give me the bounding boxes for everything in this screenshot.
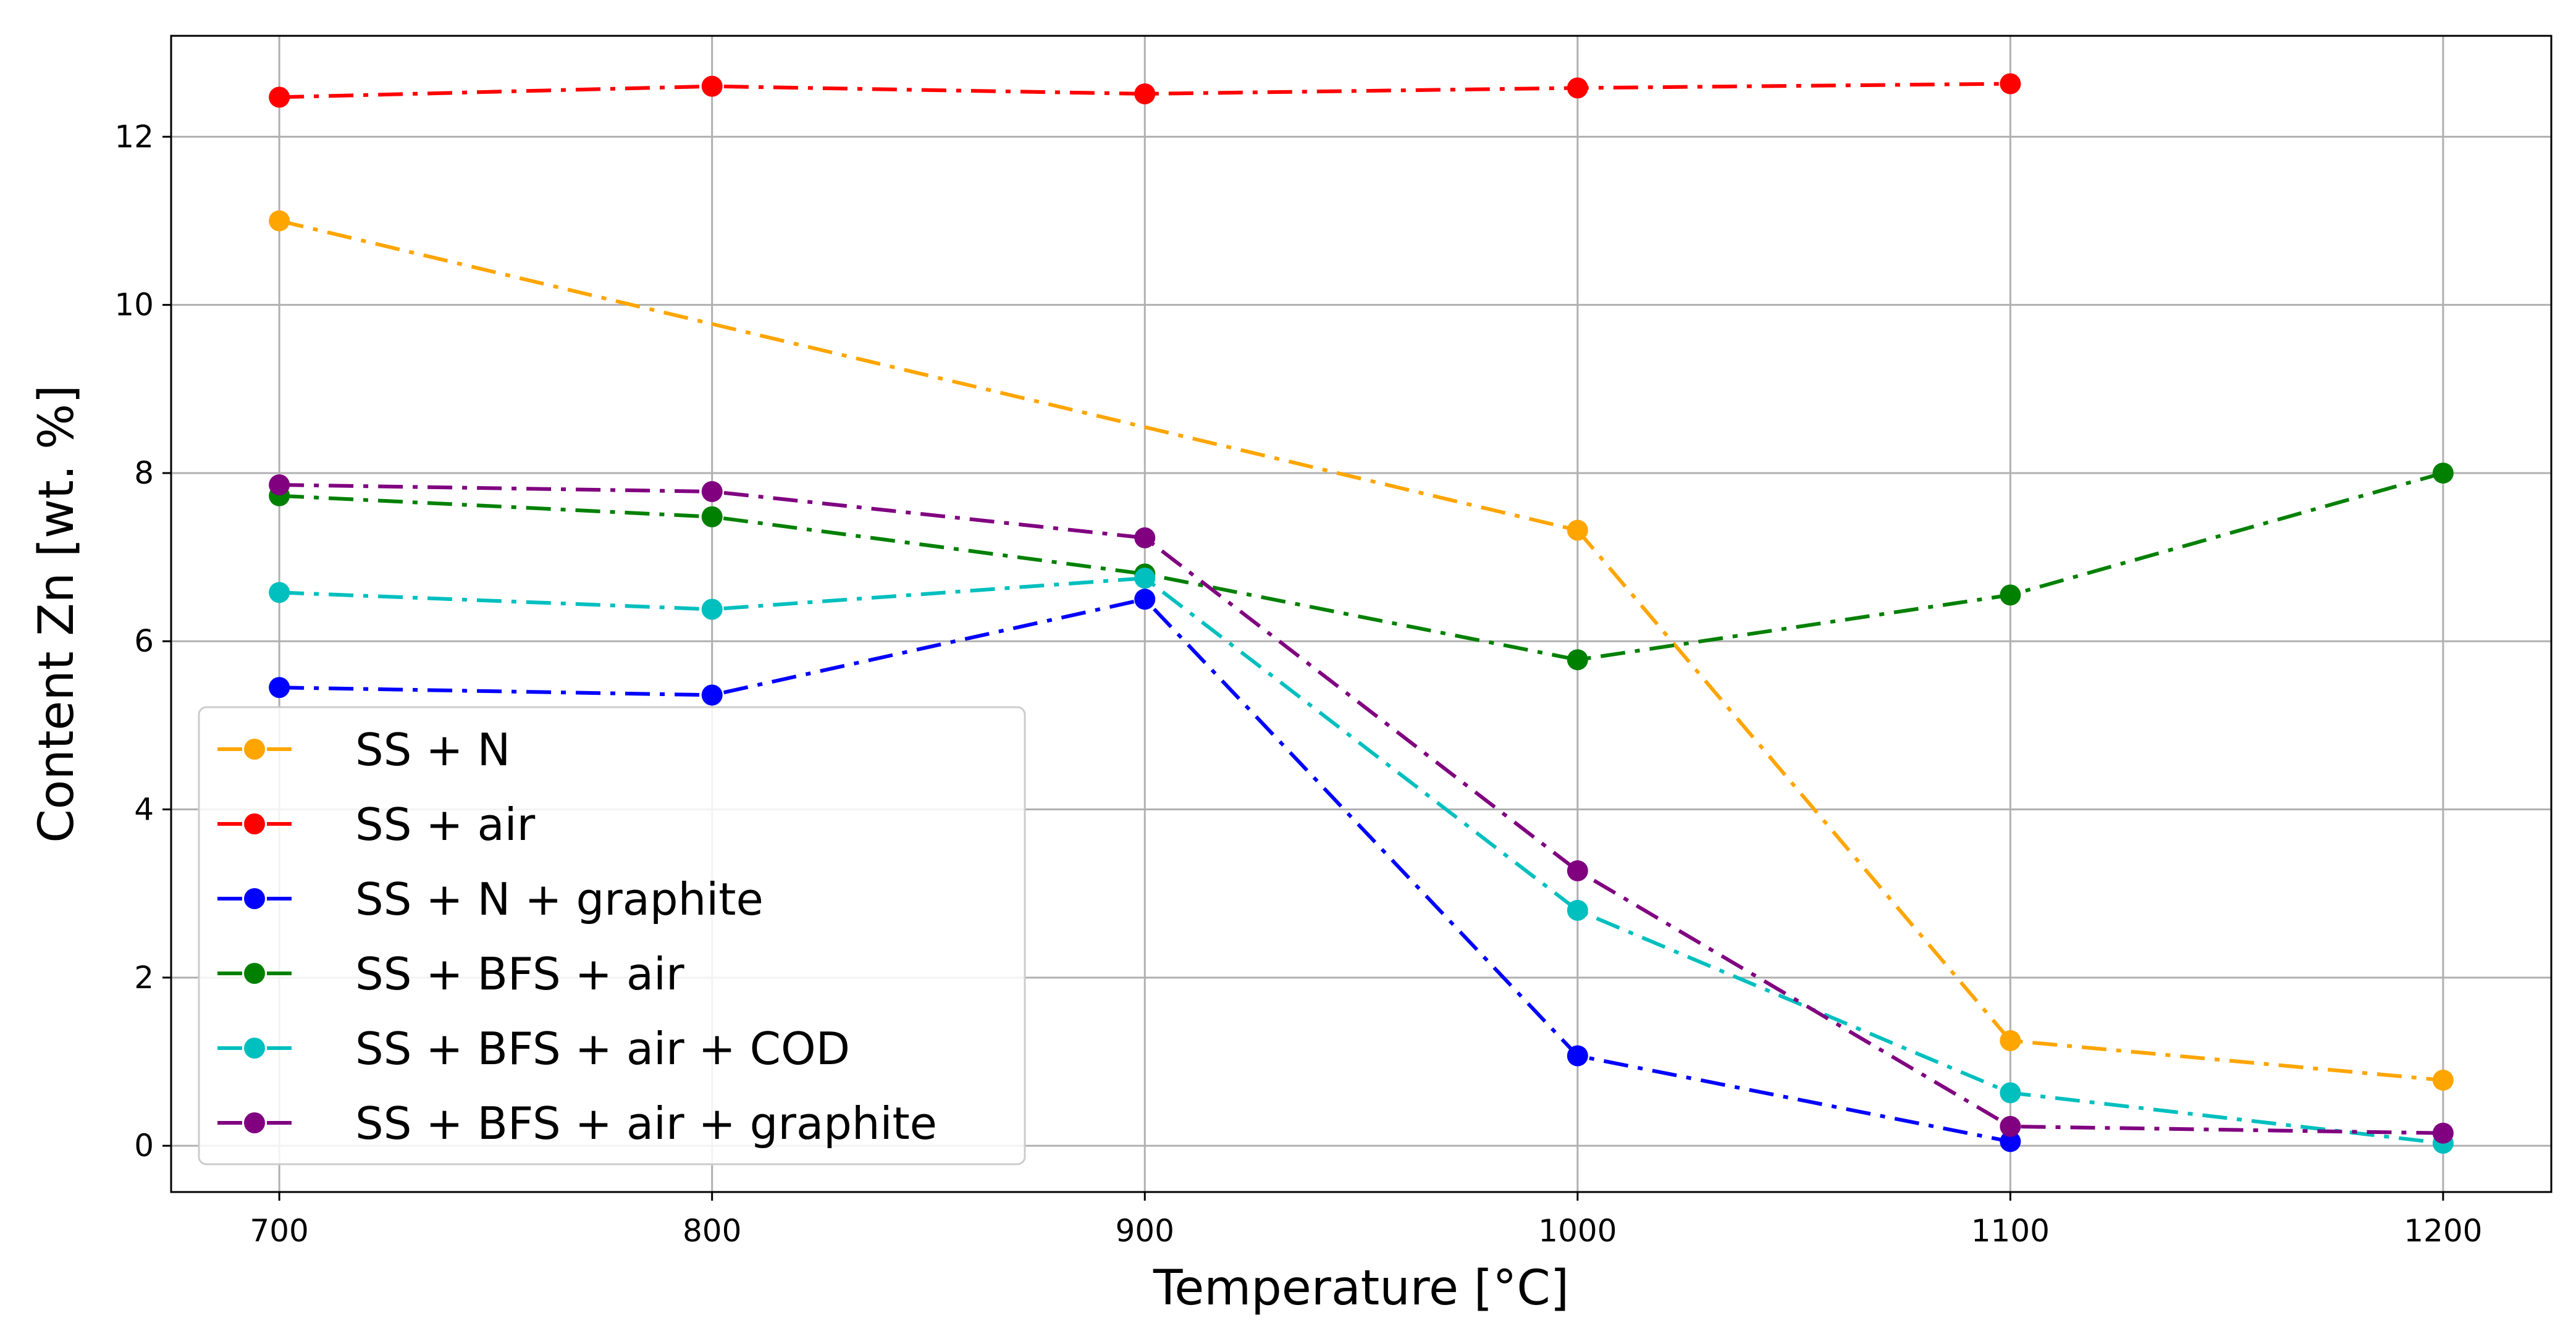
series-line <box>279 82 2011 99</box>
y-tick-label: 6 <box>134 623 154 659</box>
legend-item: SS + BFS + air + graphite <box>217 1098 937 1149</box>
data-point <box>269 677 290 699</box>
series-line <box>279 483 2443 1135</box>
y-tick-label: 12 <box>114 119 154 154</box>
data-point <box>701 481 723 502</box>
data-point <box>2000 1030 2021 1051</box>
legend-box <box>198 706 1026 1165</box>
legend-item: SS + N <box>217 724 510 776</box>
legend-label: SS + N + graphite <box>355 873 764 925</box>
data-point <box>2432 462 2454 484</box>
x-tick-label: 1100 <box>1971 1213 2050 1249</box>
y-tick-label: 4 <box>134 792 154 828</box>
data-point <box>701 684 723 706</box>
data-point <box>701 598 723 620</box>
legend-label: SS + BFS + air + COD <box>355 1023 850 1075</box>
legend-marker <box>244 888 265 909</box>
data-point <box>2000 1082 2021 1104</box>
y-axis-title: Content Zn [wt. %] <box>29 385 85 843</box>
legend-marker <box>244 739 265 760</box>
data-point <box>2432 1069 2454 1091</box>
data-point <box>269 474 290 496</box>
legend-label: SS + BFS + air + graphite <box>355 1098 937 1149</box>
x-tick-label: 900 <box>1116 1213 1174 1249</box>
data-point <box>701 75 723 97</box>
x-tick-label: 1000 <box>1538 1213 1617 1249</box>
data-point <box>1567 519 1588 541</box>
series-line <box>279 576 2444 1146</box>
data-point <box>1567 860 1588 881</box>
x-tick-label: 1200 <box>2404 1213 2482 1249</box>
data-point <box>1134 568 1156 589</box>
x-axis-title: Temperature [°C] <box>1153 1261 1569 1316</box>
legend-item: SS + BFS + air + COD <box>217 1023 850 1075</box>
data-point <box>1134 83 1156 104</box>
legend-marker <box>244 1038 265 1059</box>
data-point <box>2000 584 2021 606</box>
legend-marker <box>244 963 265 984</box>
legend-marker <box>244 813 265 834</box>
legend: SS + N SS + air SS + N + graphite SS + BFS … <box>198 706 1026 1165</box>
axis-ticks: 700 800 900 1000 1100 1200 0 2 4 6 8 10 12 <box>114 119 2482 1249</box>
y-tick-label: 10 <box>114 287 154 323</box>
series-line <box>279 471 2444 662</box>
data-point <box>1134 589 1156 610</box>
legend-marker <box>244 1112 265 1133</box>
series-ss-n <box>269 210 2454 1091</box>
data-point <box>1567 649 1588 671</box>
data-point <box>1567 899 1588 921</box>
x-tick-label: 700 <box>250 1213 308 1249</box>
data-point <box>701 506 723 527</box>
y-tick-label: 8 <box>134 455 154 491</box>
data-point <box>2000 1131 2021 1152</box>
data-point <box>2000 1115 2021 1137</box>
data-point <box>1134 527 1156 548</box>
legend-item: SS + BFS + air <box>217 948 684 1000</box>
series-ss-n-graphite <box>269 589 2021 1152</box>
series-line <box>279 219 2444 1082</box>
legend-item: SS + air <box>217 799 536 850</box>
legend-label: SS + BFS + air <box>355 948 684 1000</box>
data-point <box>2432 1122 2454 1144</box>
y-tick-label: 0 <box>134 1128 154 1164</box>
x-tick-label: 800 <box>683 1213 741 1249</box>
series-ss-bfs-air <box>269 462 2454 671</box>
data-point <box>1567 1045 1588 1067</box>
series-ss-bfs-air-graphite <box>269 474 2454 1144</box>
series-layer <box>269 73 2454 1154</box>
y-tick-label: 2 <box>134 960 154 996</box>
plot-frame <box>170 35 2553 1193</box>
data-point <box>269 210 290 232</box>
data-point <box>269 582 290 603</box>
data-point <box>1567 77 1588 99</box>
data-point <box>2000 73 2021 94</box>
grid-lines <box>171 36 2551 1192</box>
legend-item: SS + N + graphite <box>217 873 764 925</box>
legend-label: SS + air <box>355 799 536 850</box>
legend-label: SS + N <box>355 724 510 776</box>
series-ss-air <box>269 73 2021 108</box>
data-point <box>269 86 290 108</box>
